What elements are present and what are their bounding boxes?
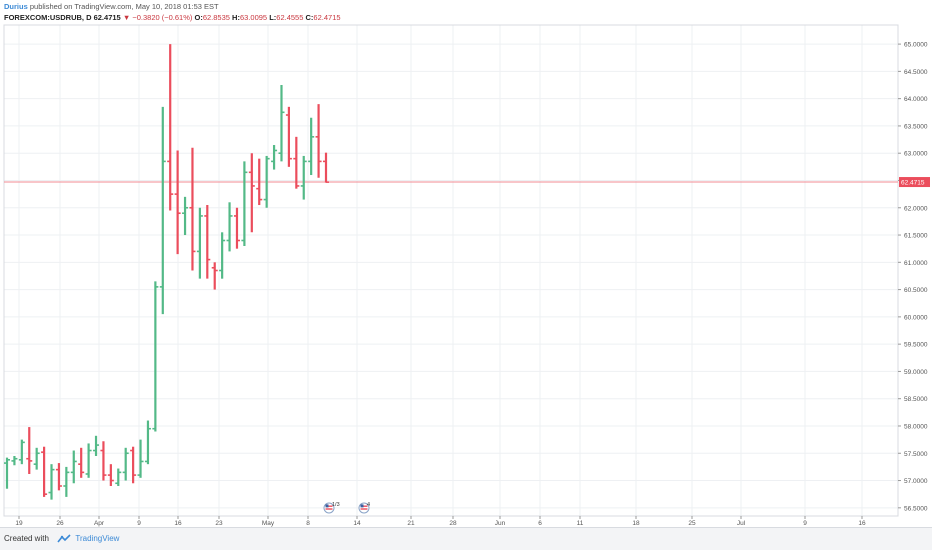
x-tick-label: 14 bbox=[353, 520, 361, 527]
flag-stripe bbox=[360, 505, 368, 507]
low-label: L: bbox=[269, 13, 277, 22]
high-value: 63.0095 bbox=[239, 13, 268, 22]
low-value: 62.4555 bbox=[276, 13, 304, 22]
flag-stripe bbox=[325, 508, 333, 510]
symbol-line: FOREXCOM:USDRUB, D 62.4715 ▼ −0.3820 (−0… bbox=[4, 13, 928, 23]
created-with-text: Created with bbox=[4, 534, 49, 543]
y-tick-label: 65.0000 bbox=[904, 42, 928, 49]
chart-header: Durius published on TradingView.com, May… bbox=[4, 2, 928, 23]
close-label: C: bbox=[305, 13, 314, 22]
x-tick-label: 8 bbox=[306, 520, 310, 527]
us-flag-icon[interactable]: 4 bbox=[358, 502, 370, 514]
x-tick-label: 16 bbox=[174, 520, 182, 527]
x-tick-label: 26 bbox=[56, 520, 64, 527]
x-tick-label: 18 bbox=[632, 520, 640, 527]
y-tick-label: 58.0000 bbox=[904, 423, 928, 430]
tradingview-brand[interactable]: TradingView bbox=[75, 534, 120, 543]
x-tick-label: Jun bbox=[495, 520, 506, 527]
flag-canton bbox=[325, 504, 329, 508]
symbol-label: FOREXCOM:USDRUB, D bbox=[4, 13, 92, 22]
us-flag-icon[interactable]: 1/3 bbox=[323, 502, 340, 514]
x-tick-label: 28 bbox=[449, 520, 457, 527]
x-tick-label: 21 bbox=[407, 520, 415, 527]
x-tick-label: 23 bbox=[215, 520, 223, 527]
grid bbox=[4, 25, 898, 516]
y-tick-label: 60.0000 bbox=[904, 314, 928, 321]
x-tick-label: 16 bbox=[858, 520, 866, 527]
x-tick-label: Jul bbox=[737, 520, 746, 527]
y-tick-label: 59.0000 bbox=[904, 369, 928, 376]
x-tick-label: 9 bbox=[137, 520, 141, 527]
price-tag bbox=[899, 177, 930, 188]
price-change: −0.3820 (−0.61%) bbox=[132, 13, 193, 22]
x-tick-label: 9 bbox=[803, 520, 807, 527]
y-tick-label: 63.5000 bbox=[904, 123, 928, 130]
price-chart[interactable]: 65.000064.500064.000063.500063.000062.50… bbox=[0, 0, 932, 528]
economic-events[interactable]: 1/3 4 bbox=[323, 502, 370, 514]
event-count: 4 bbox=[367, 502, 370, 508]
author-link[interactable]: Durius bbox=[4, 2, 28, 11]
open-value: 62.8535 bbox=[202, 13, 230, 22]
y-tick-label: 62.0000 bbox=[904, 205, 928, 212]
tradingview-logo-icon bbox=[57, 534, 71, 543]
y-tick-label: 60.5000 bbox=[904, 287, 928, 294]
y-tick-label: 58.5000 bbox=[904, 396, 928, 403]
x-tick-label: May bbox=[262, 520, 275, 527]
y-tick-label: 61.5000 bbox=[904, 233, 928, 240]
x-tick-label: 6 bbox=[538, 520, 542, 527]
x-tick-label: Apr bbox=[94, 520, 105, 527]
footer: Created with TradingView bbox=[0, 527, 932, 550]
flag-canton bbox=[360, 504, 364, 508]
x-tick-label: 11 bbox=[577, 520, 584, 527]
chart-pane bbox=[3, 24, 899, 517]
x-tick-label: 19 bbox=[15, 520, 23, 527]
close-value: 62.4715 bbox=[313, 13, 341, 22]
price-tag-label: 62.4715 bbox=[901, 180, 925, 187]
flag-stripe bbox=[360, 508, 368, 510]
y-tick-label: 61.0000 bbox=[904, 260, 928, 267]
flag-stripe bbox=[325, 505, 333, 507]
event-count: 1/3 bbox=[332, 502, 340, 508]
price-axis[interactable]: 65.000064.500064.000063.500063.000062.50… bbox=[898, 42, 930, 513]
ohlc-bars bbox=[4, 44, 329, 500]
x-tick-label: 25 bbox=[688, 520, 696, 527]
y-tick-label: 57.5000 bbox=[904, 451, 928, 458]
down-arrow-icon: ▼ bbox=[122, 13, 131, 22]
high-label: H: bbox=[232, 13, 240, 22]
y-tick-label: 56.5000 bbox=[904, 505, 928, 512]
y-tick-label: 64.5000 bbox=[904, 69, 928, 76]
open-label: O: bbox=[194, 13, 203, 22]
published-text: published on TradingView.com, May 10, 20… bbox=[29, 2, 219, 11]
last-price: 62.4715 bbox=[93, 13, 121, 22]
publish-line: Durius published on TradingView.com, May… bbox=[4, 2, 928, 12]
y-tick-label: 59.5000 bbox=[904, 342, 928, 349]
time-axis[interactable]: 19 26 Apr 9 16 23 May 8 14 21 28 Jun 6 11 18 25 Jul 9 16 bbox=[15, 516, 866, 527]
y-tick-label: 64.0000 bbox=[904, 96, 928, 103]
y-tick-label: 63.0000 bbox=[904, 151, 928, 158]
y-tick-label: 57.0000 bbox=[904, 478, 928, 485]
